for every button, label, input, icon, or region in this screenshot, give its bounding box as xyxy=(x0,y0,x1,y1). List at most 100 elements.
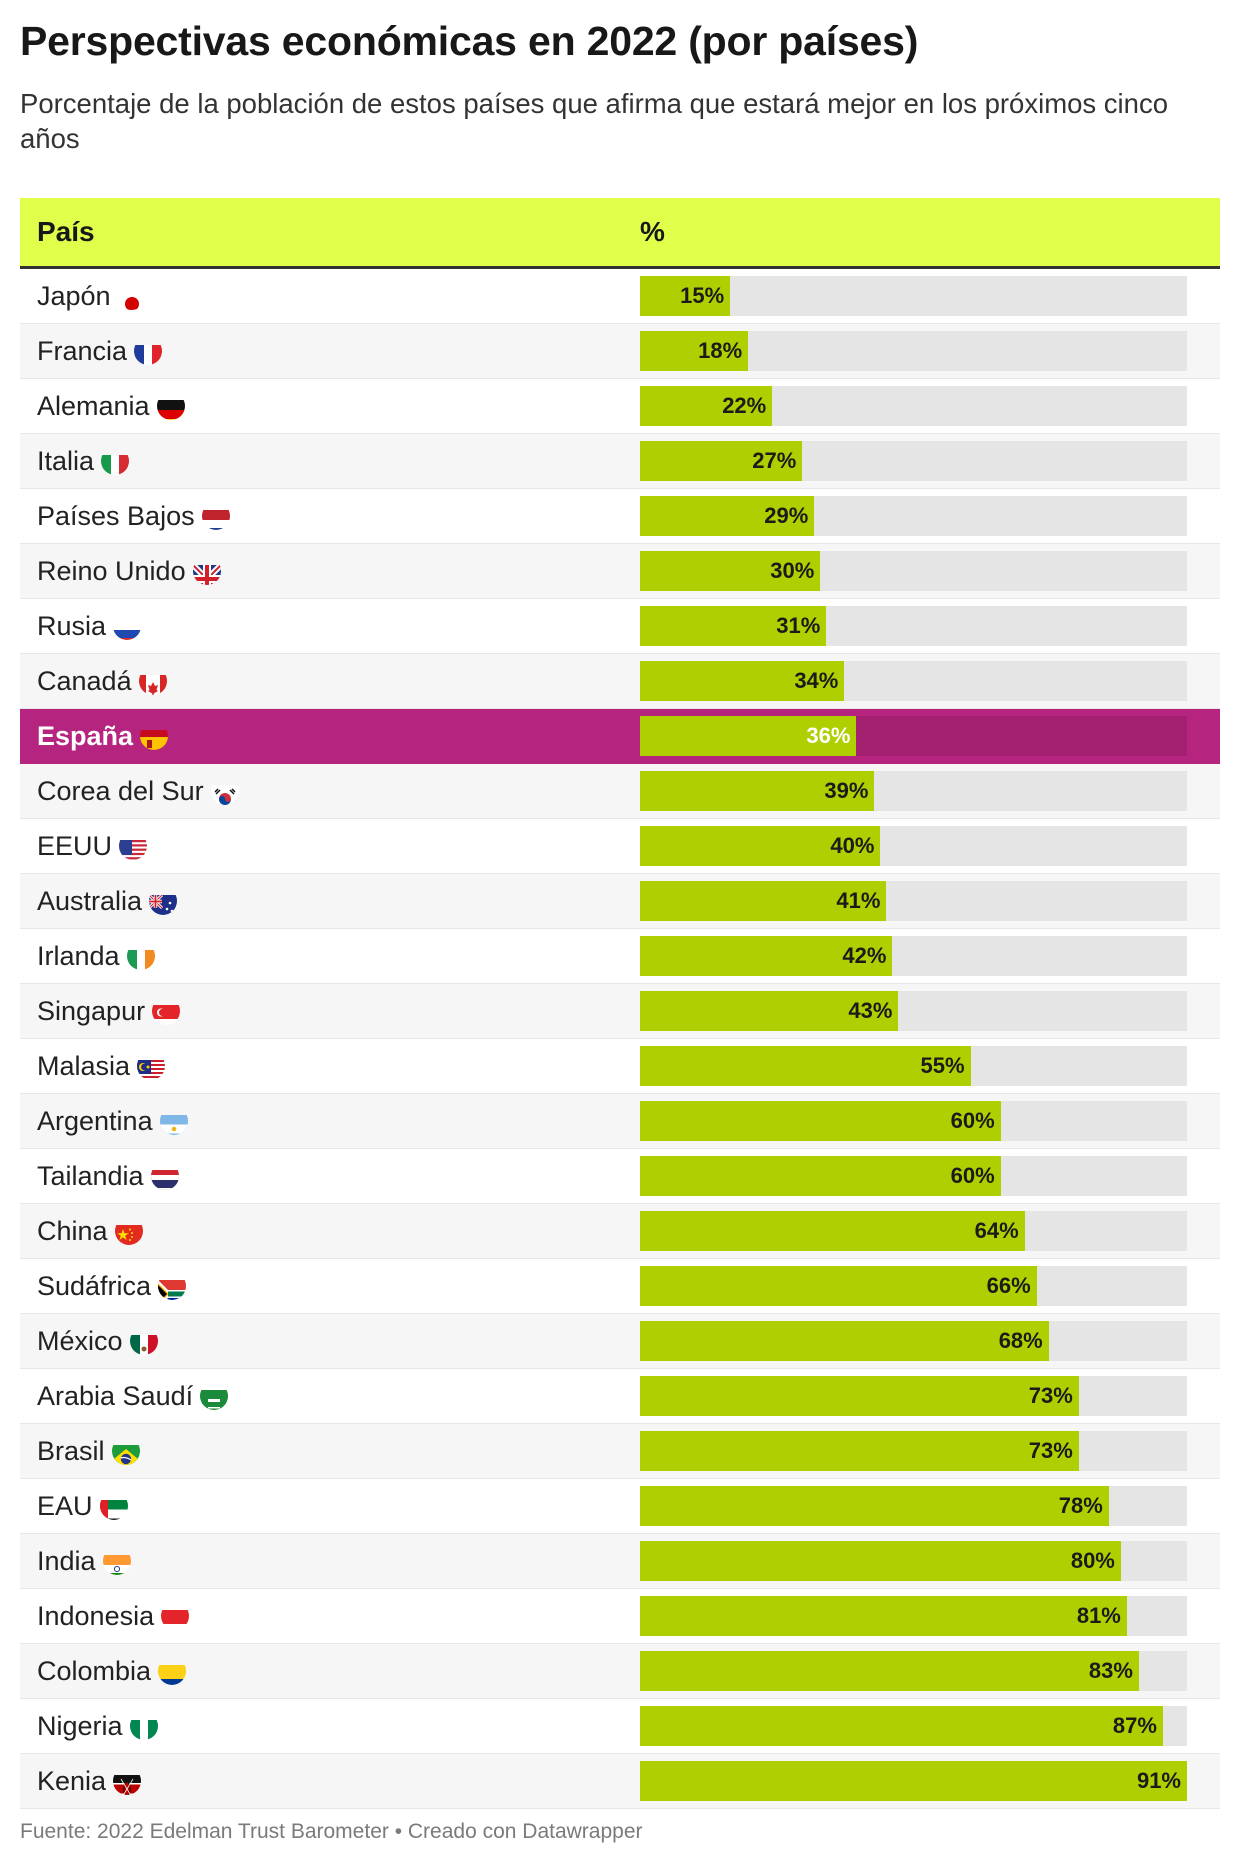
country-label: México xyxy=(37,1326,123,1356)
table-row: Italia 27% xyxy=(20,434,1220,489)
value-bar: 18% xyxy=(640,331,749,371)
value-label: 27% xyxy=(752,448,797,473)
bar-track: 81% xyxy=(640,1596,1187,1636)
au-flag-icon xyxy=(149,887,178,915)
value-bar: 42% xyxy=(640,936,893,976)
ae-flag-icon xyxy=(99,1492,128,1520)
chart-title: Perspectivas económicas en 2022 (por paí… xyxy=(20,18,919,64)
country-cell: Argentina xyxy=(37,1094,188,1148)
bar-track: 31% xyxy=(640,606,1187,646)
country-cell: Colombia xyxy=(37,1644,187,1698)
table-row: EEUU 40% xyxy=(20,819,1220,874)
value-bar: 27% xyxy=(640,441,803,481)
table-header: País % xyxy=(20,198,1220,269)
country-label: Malasia xyxy=(37,1051,131,1081)
value-label: 66% xyxy=(986,1273,1031,1298)
bar-track: 42% xyxy=(640,936,1187,976)
country-label: Australia xyxy=(37,886,143,916)
country-label: Japón xyxy=(37,281,111,311)
bar-track: 60% xyxy=(640,1156,1187,1196)
value-label: 43% xyxy=(848,998,893,1023)
value-bar: 41% xyxy=(640,881,887,921)
country-label: Arabia Saudí xyxy=(37,1381,194,1411)
ru-flag-icon xyxy=(113,612,142,640)
sa-flag-icon xyxy=(200,1382,229,1410)
fr-flag-icon xyxy=(134,337,163,365)
us-flag-icon xyxy=(119,832,148,860)
data-table: País % Japón 15% Francia 18% Alemania 22% Ital… xyxy=(20,198,1220,1809)
gb-flag-icon xyxy=(192,557,221,585)
country-label: Indonesia xyxy=(37,1601,155,1631)
country-cell: Reino Unido xyxy=(37,544,221,598)
country-cell: China xyxy=(37,1204,143,1258)
in-flag-icon xyxy=(102,1547,131,1575)
br-flag-icon xyxy=(111,1437,140,1465)
country-cell: México xyxy=(37,1314,158,1368)
value-bar: 22% xyxy=(640,386,773,426)
country-label: Rusia xyxy=(37,611,107,641)
country-cell: EEUU xyxy=(37,819,148,873)
id-flag-icon xyxy=(161,1602,190,1630)
country-cell: Indonesia xyxy=(37,1589,190,1643)
bar-track: 60% xyxy=(640,1101,1187,1141)
bar-track: 73% xyxy=(640,1431,1187,1471)
country-cell: Malasia xyxy=(37,1039,166,1093)
country-cell: Singapur xyxy=(37,984,181,1038)
country-label: EEUU xyxy=(37,831,113,861)
bar-track: 87% xyxy=(640,1706,1187,1746)
table-body: Japón 15% Francia 18% Alemania 22% Italia 27% Pa… xyxy=(20,269,1220,1809)
table-row: Nigeria 87% xyxy=(20,1699,1220,1754)
country-cell: Francia xyxy=(37,324,163,378)
bar-track: 73% xyxy=(640,1376,1187,1416)
country-label: Tailandia xyxy=(37,1161,144,1191)
country-label: China xyxy=(37,1216,108,1246)
value-label: 15% xyxy=(680,283,725,308)
country-cell: India xyxy=(37,1534,131,1588)
es-flag-icon xyxy=(140,722,169,750)
table-row: Alemania 22% xyxy=(20,379,1220,434)
table-row: India 80% xyxy=(20,1534,1220,1589)
cn-flag-icon xyxy=(114,1217,143,1245)
value-bar: 64% xyxy=(640,1211,1025,1251)
value-bar: 39% xyxy=(640,771,875,811)
country-label: Nigeria xyxy=(37,1711,123,1741)
country-cell: Kenia xyxy=(37,1754,142,1808)
bar-track: 39% xyxy=(640,771,1187,811)
value-bar: 29% xyxy=(640,496,815,536)
th-flag-icon xyxy=(150,1162,179,1190)
value-label: 91% xyxy=(1136,1768,1181,1793)
value-bar: 36% xyxy=(640,716,857,756)
value-label: 34% xyxy=(794,668,839,693)
bar-track: 30% xyxy=(640,551,1187,591)
country-cell: Corea del Sur xyxy=(37,764,239,818)
value-bar: 68% xyxy=(640,1321,1049,1361)
bar-track: 43% xyxy=(640,991,1187,1031)
table-row: China 64% xyxy=(20,1204,1220,1259)
header-country: País xyxy=(37,216,95,247)
mx-flag-icon xyxy=(129,1327,158,1355)
table-row: Países Bajos 29% xyxy=(20,489,1220,544)
value-bar: 31% xyxy=(640,606,827,646)
country-label: Irlanda xyxy=(37,941,120,971)
ke-flag-icon xyxy=(113,1767,142,1795)
value-bar: 66% xyxy=(640,1266,1037,1306)
country-cell: Nigeria xyxy=(37,1699,158,1753)
country-cell: Alemania xyxy=(37,379,185,433)
value-label: 29% xyxy=(764,503,809,528)
table-row: Japón 15% xyxy=(20,269,1220,324)
de-flag-icon xyxy=(156,392,185,420)
value-bar: 60% xyxy=(640,1101,1001,1141)
country-cell: Brasil xyxy=(37,1424,140,1478)
value-label: 87% xyxy=(1112,1713,1157,1738)
value-label: 60% xyxy=(950,1163,995,1188)
country-cell: Irlanda xyxy=(37,929,155,983)
header-percent: % xyxy=(640,216,665,247)
bar-track: 68% xyxy=(640,1321,1187,1361)
value-label: 73% xyxy=(1028,1438,1073,1463)
value-label: 60% xyxy=(950,1108,995,1133)
table-row: México 68% xyxy=(20,1314,1220,1369)
value-bar: 80% xyxy=(640,1541,1121,1581)
value-label: 30% xyxy=(770,558,815,583)
table-row: España 36% xyxy=(20,709,1220,764)
table-row: Malasia 55% xyxy=(20,1039,1220,1094)
